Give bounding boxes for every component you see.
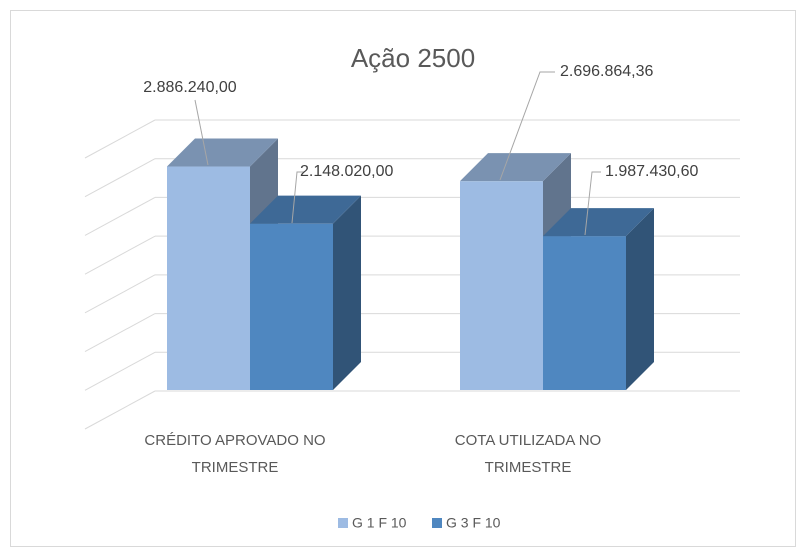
bar-front [543,236,626,390]
grid-line-side [84,196,156,236]
bar-top [543,208,654,237]
leader-line [291,171,304,224]
legend-label: G 3 F 10 [446,515,501,531]
data-label: 2.886.240,00 [143,79,237,96]
leader-line [584,171,601,236]
chart-title: Ação 2500 [351,43,475,73]
bar-top [167,138,278,167]
legend-swatch [432,518,442,528]
grid-line-side [84,158,156,198]
grid-line-side [84,119,156,159]
grid-line-side [84,390,156,430]
grid-line-side [84,274,156,314]
leader-line [194,99,209,166]
data-label: 2.696.864,36 [560,63,654,80]
data-label: 1.987.430,60 [605,163,699,180]
bar-top [250,195,361,224]
grid-line-side [84,351,156,391]
x-tick-label: COTA UTILIZADA NO TRIMESTRE [454,432,602,476]
grid-line-side [84,313,156,353]
bar-front [167,166,250,390]
x-tick-label: CRÉDITO APROVADO NO TRIMESTRE [144,432,326,476]
legend-swatch [338,518,348,528]
bar-side [626,208,654,390]
data-label: 2.148.020,00 [300,163,394,180]
bar-side [333,195,361,390]
grid-line-side [84,235,156,275]
bar-front [250,223,333,390]
leader-line [499,71,555,181]
bar-front [460,181,543,390]
legend-label: G 1 F 10 [352,515,407,531]
bar-top [460,153,571,182]
chart-border [10,10,796,547]
